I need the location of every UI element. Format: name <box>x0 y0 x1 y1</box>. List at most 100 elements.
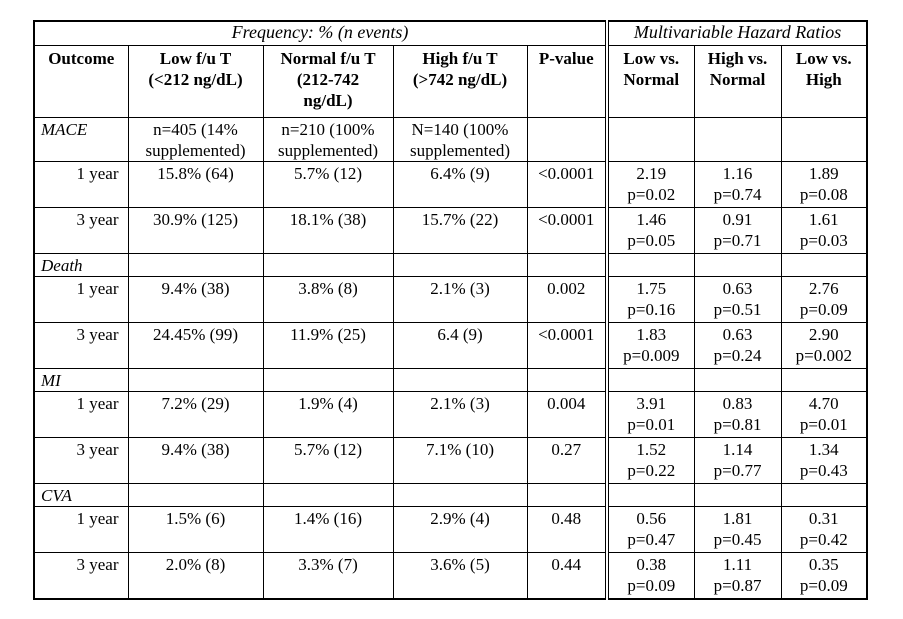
hr-low-normal-cell: 1.52 p=0.22 <box>605 437 695 484</box>
column-header-low-vs-high: Low vs. High <box>780 45 868 118</box>
outcome-cell: Death <box>33 253 129 277</box>
freq-normal-cell: 5.7% (12) <box>262 437 394 484</box>
freq-normal-cell <box>262 253 394 277</box>
table-row-cva: CVA <box>33 483 868 507</box>
hr-value: 0.56 <box>636 509 667 528</box>
hr-low-normal-cell: 1.75 p=0.16 <box>605 276 695 323</box>
hr-value: 0.31 <box>808 509 839 528</box>
hr-value: 3.91 <box>636 394 667 413</box>
hr-high-normal-cell: 0.63 p=0.24 <box>693 322 782 369</box>
freq-low-cell: 24.45% (99) <box>127 322 264 369</box>
freq-normal-cell: 3.8% (8) <box>262 276 394 323</box>
freq-high-cell: 15.7% (22) <box>392 207 528 254</box>
freq-low-cell <box>127 483 264 507</box>
freq-normal-cell: 18.1% (38) <box>262 207 394 254</box>
hr-value: 1.61 <box>808 210 839 229</box>
hr-low-high-cell: 1.34 p=0.43 <box>780 437 868 484</box>
freq-normal-cell: n=210 (100% supplemented) <box>262 117 394 162</box>
freq-normal-cell: 1.4% (16) <box>262 506 394 553</box>
hr-low-normal-cell: 2.19 p=0.02 <box>605 161 695 208</box>
hr-pvalue: p=0.77 <box>713 461 762 480</box>
hr-pvalue: p=0.16 <box>627 300 676 319</box>
hr-low-high-cell <box>780 117 868 162</box>
hr-value: 1.83 <box>636 325 667 344</box>
hr-low-high-cell: 0.31 p=0.42 <box>780 506 868 553</box>
hr-value: 2.76 <box>808 279 839 298</box>
outcome-cell: 1 year <box>33 391 129 438</box>
table-row-death-1year: 1 year 9.4% (38) 3.8% (8) 2.1% (3) 0.002… <box>33 276 868 323</box>
table-row-mace-3year: 3 year 30.9% (125) 18.1% (38) 15.7% (22)… <box>33 207 868 254</box>
hr-pvalue: p=0.45 <box>713 530 762 549</box>
table-row-death-3year: 3 year 24.45% (99) 11.9% (25) 6.4 (9) <0… <box>33 322 868 369</box>
hr-pvalue: p=0.01 <box>799 415 848 434</box>
pvalue-cell: <0.0001 <box>526 207 608 254</box>
freq-normal-cell: 5.7% (12) <box>262 161 394 208</box>
freq-low-cell: 9.4% (38) <box>127 437 264 484</box>
freq-normal-cell <box>262 483 394 507</box>
pvalue-cell <box>526 368 608 392</box>
outcome-cell: 3 year <box>33 207 129 254</box>
freq-low-cell <box>127 253 264 277</box>
pvalue-cell: 0.44 <box>526 552 608 600</box>
outcome-cell: 1 year <box>33 506 129 553</box>
hr-low-normal-cell: 1.46 p=0.05 <box>605 207 695 254</box>
hr-high-normal-cell <box>693 253 782 277</box>
hr-pvalue: p=0.43 <box>799 461 848 480</box>
column-header-high-fut: High f/u T (>742 ng/dL) <box>392 45 528 118</box>
freq-high-cell: N=140 (100% supplemented) <box>392 117 528 162</box>
hr-value: 1.14 <box>722 440 753 459</box>
outcomes-table-container: Frequency: % (n events) Multivariable Ha… <box>33 20 869 600</box>
pvalue-cell: 0.002 <box>526 276 608 323</box>
hr-pvalue: p=0.03 <box>799 231 848 250</box>
outcome-cell: MACE <box>33 117 129 162</box>
hr-pvalue: p=0.02 <box>627 185 676 204</box>
freq-low-cell: 15.8% (64) <box>127 161 264 208</box>
hr-value: 2.19 <box>636 164 667 183</box>
hr-low-high-cell: 4.70 p=0.01 <box>780 391 868 438</box>
outcome-cell: 3 year <box>33 322 129 369</box>
hr-value: 0.63 <box>722 325 753 344</box>
hr-low-normal-cell <box>605 253 695 277</box>
table-row-cva-1year: 1 year 1.5% (6) 1.4% (16) 2.9% (4) 0.48 … <box>33 506 868 553</box>
freq-normal-cell: 3.3% (7) <box>262 552 394 600</box>
hr-high-normal-cell <box>693 483 782 507</box>
hr-pvalue: p=0.51 <box>713 300 762 319</box>
hr-pvalue: p=0.01 <box>627 415 676 434</box>
table-row-death: Death <box>33 253 868 277</box>
hr-low-high-cell: 0.35 p=0.09 <box>780 552 868 600</box>
hr-high-normal-cell <box>693 368 782 392</box>
freq-low-cell: 9.4% (38) <box>127 276 264 323</box>
table-row-cva-3year: 3 year 2.0% (8) 3.3% (7) 3.6% (5) 0.44 0… <box>33 552 868 600</box>
table-row-mi-3year: 3 year 9.4% (38) 5.7% (12) 7.1% (10) 0.2… <box>33 437 868 484</box>
hr-value: 1.11 <box>722 555 753 574</box>
hr-value: 1.34 <box>808 440 839 459</box>
hr-pvalue: p=0.09 <box>799 576 848 595</box>
freq-high-cell <box>392 253 528 277</box>
hr-value: 0.91 <box>722 210 753 229</box>
hr-value: 0.35 <box>808 555 839 574</box>
freq-low-cell <box>127 368 264 392</box>
frequency-span-header: Frequency: % (n events) <box>33 20 608 46</box>
outcome-cell: CVA <box>33 483 129 507</box>
hr-pvalue: p=0.22 <box>627 461 676 480</box>
outcome-cell: 3 year <box>33 552 129 600</box>
hr-pvalue: p=0.42 <box>799 530 848 549</box>
freq-high-cell: 2.9% (4) <box>392 506 528 553</box>
column-header-low-fut: Low f/u T (<212 ng/dL) <box>127 45 264 118</box>
table-row-mi: MI <box>33 368 868 392</box>
hr-pvalue: p=0.71 <box>713 231 762 250</box>
hr-low-high-cell: 1.89 p=0.08 <box>780 161 868 208</box>
freq-normal-cell: 1.9% (4) <box>262 391 394 438</box>
hazard-ratios-span-header: Multivariable Hazard Ratios <box>605 20 868 46</box>
hr-low-normal-cell <box>605 368 695 392</box>
hr-value: 0.63 <box>722 279 753 298</box>
hr-value: 0.83 <box>722 394 753 413</box>
freq-normal-cell <box>262 368 394 392</box>
freq-low-cell: n=405 (14% supplemented) <box>127 117 264 162</box>
hr-high-normal-cell: 0.83 p=0.81 <box>693 391 782 438</box>
outcome-cell: 1 year <box>33 161 129 208</box>
freq-high-cell <box>392 483 528 507</box>
hr-high-normal-cell <box>693 117 782 162</box>
hr-high-normal-cell: 0.63 p=0.51 <box>693 276 782 323</box>
hr-value: 1.16 <box>722 164 753 183</box>
